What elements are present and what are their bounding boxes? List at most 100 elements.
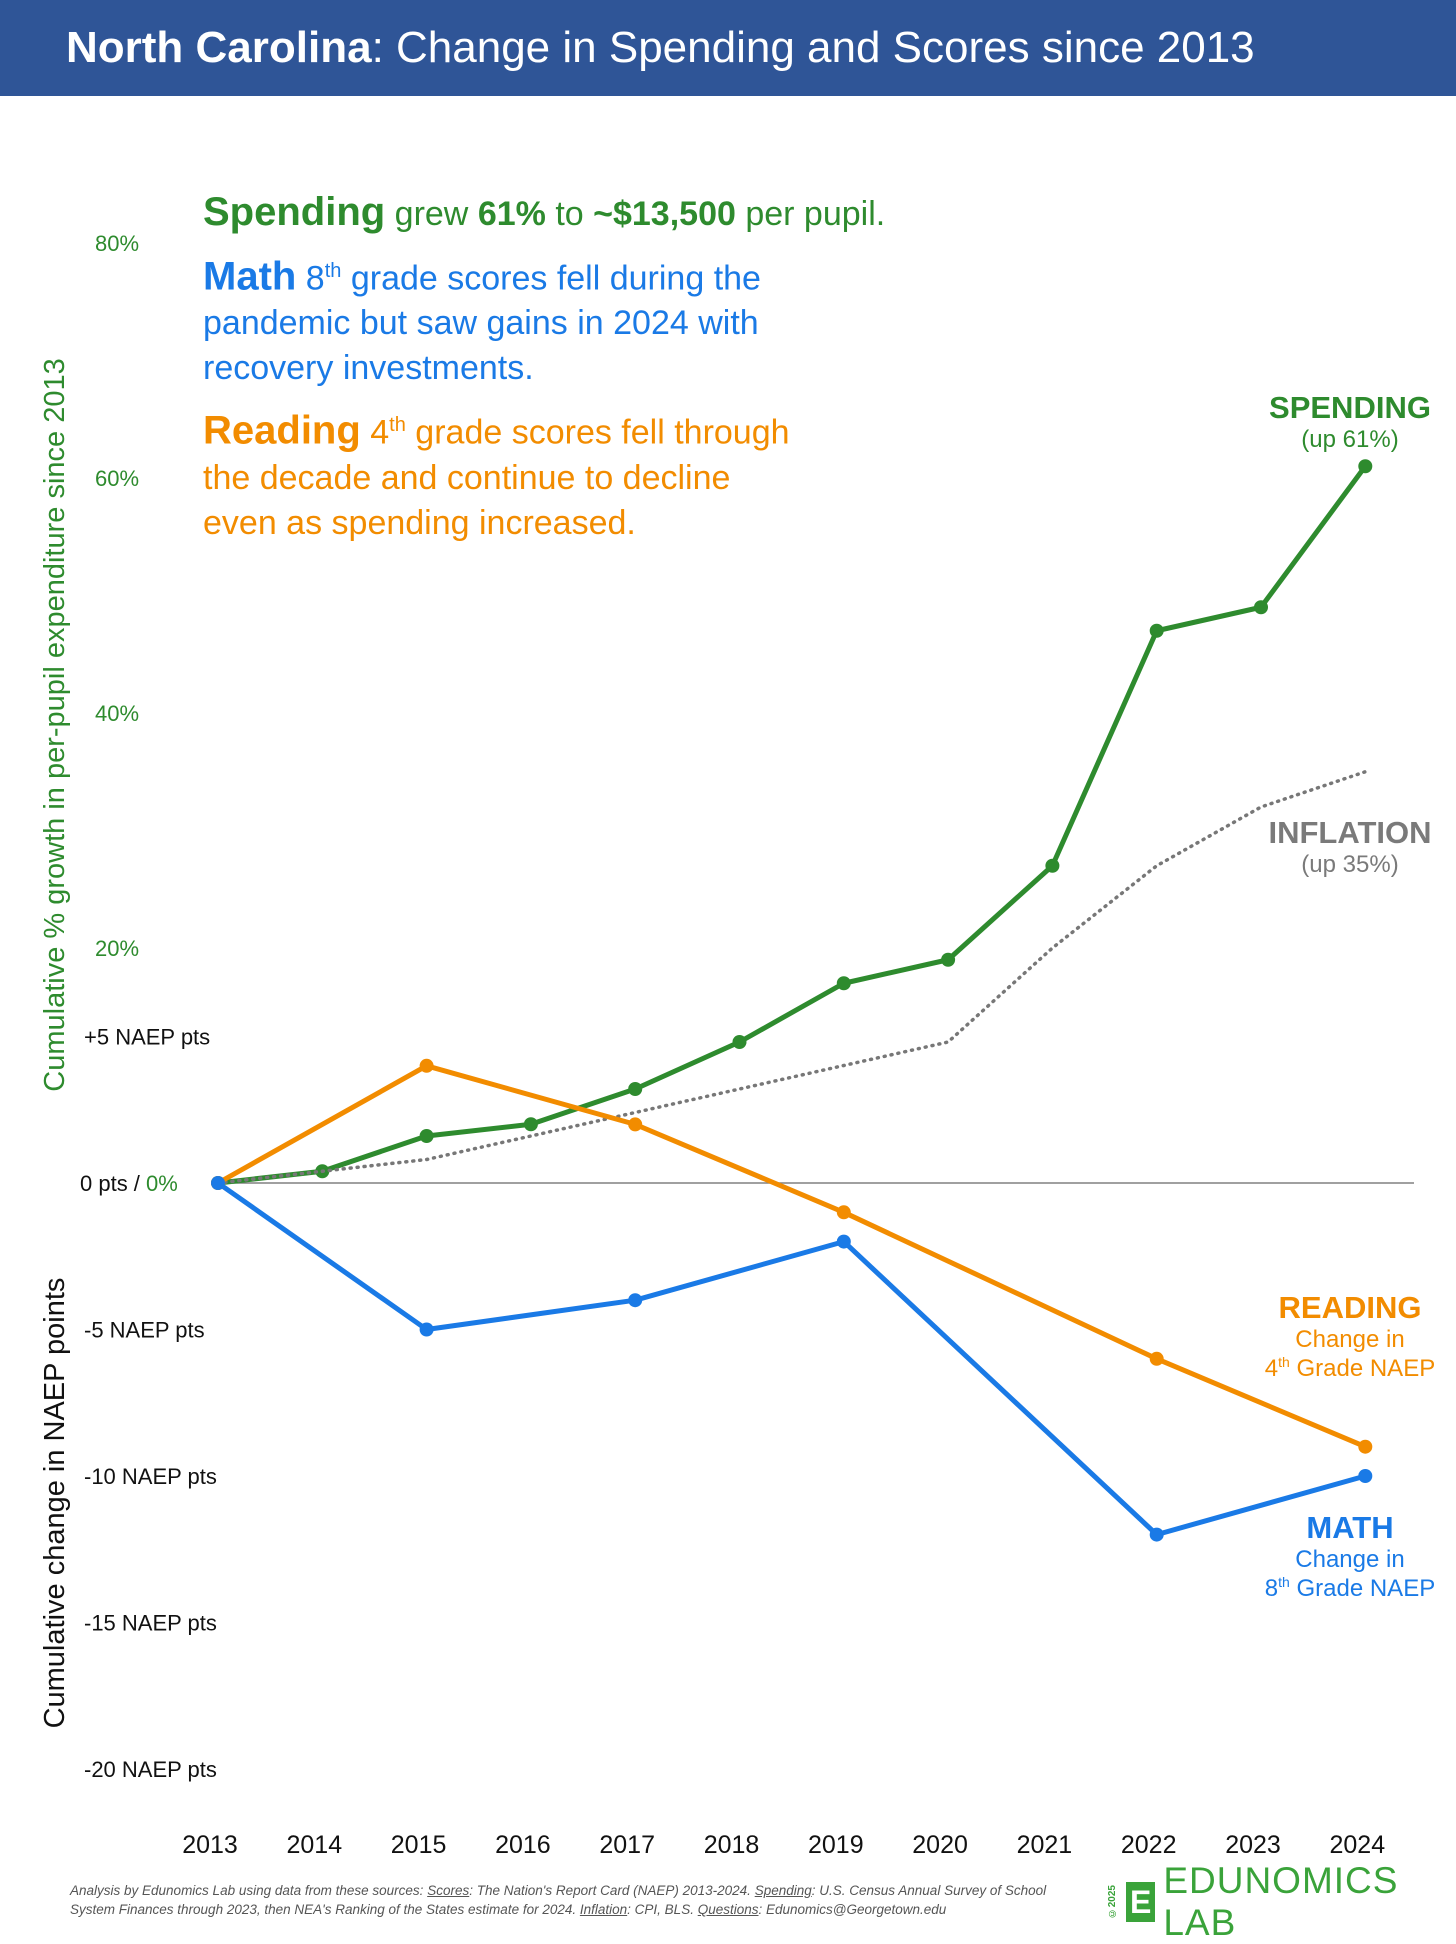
summary-math-grade: 8 (305, 259, 325, 298)
math-series-line (215, 1180, 1368, 1538)
summary-spending: Spending grew 61% to ~$13,500 per pupil. (203, 190, 885, 237)
summary-spending-mid: to (545, 195, 594, 233)
inflation-end-label: INFLATION (up 35%) (1250, 815, 1450, 879)
chart: 20%40%60%80%+5 NAEP pts-5 NAEP pts-10 NA… (39, 231, 1414, 1859)
summary-math: Math 8th grade scores fell during the pa… (203, 249, 885, 391)
x-tick-label: 2019 (808, 1831, 864, 1859)
x-tick-label: 2021 (1017, 1831, 1073, 1859)
spending-point (1254, 600, 1268, 615)
reading-end-line2-text: Grade NAEP (1289, 1355, 1436, 1382)
footer-inflation: : CPI, BLS. (627, 1902, 698, 1917)
x-tick-label: 2015 (391, 1831, 447, 1859)
math-point (419, 1322, 434, 1337)
x-tick-label: 2014 (286, 1831, 342, 1859)
summary-reading-text3: even as spending increased. (203, 503, 636, 542)
x-tick-label: 2020 (912, 1831, 968, 1859)
pct-tick-label: 40% (95, 701, 139, 726)
summary-reading: Reading 4th grade scores fell through th… (203, 403, 885, 545)
x-tick-label: 2017 (599, 1831, 655, 1859)
summary-spending-pre: grew (385, 195, 478, 233)
math-point (836, 1234, 851, 1249)
edunomics-brand: ©2025 E EDUNOMICS LAB (1107, 1860, 1456, 1943)
summary-spending-amount: ~$13,500 (593, 195, 736, 233)
reading-end-sup: th (1278, 1354, 1290, 1370)
summary-spending-post: per pupil. (735, 195, 886, 233)
brand-name: EDUNOMICS LAB (1163, 1860, 1399, 1943)
summary-spending-label: Spending (203, 190, 386, 234)
footer-spending-label: Spending (754, 1883, 812, 1898)
naep-tick-label: -15 NAEP pts (84, 1611, 217, 1636)
summary-spending-pct: 61% (477, 195, 546, 233)
naep-tick-label: -20 NAEP pts (84, 1757, 217, 1782)
summary-reading-grade: 4 (370, 413, 390, 452)
spending-point (628, 1082, 643, 1096)
math-end-label: MATH Change in 8th Grade NAEP (1250, 1510, 1450, 1603)
zero-tick-pct: 0% (146, 1171, 178, 1196)
summary-reading-text2: the decade and continue to decline (203, 458, 731, 497)
reading-point (628, 1117, 643, 1132)
summary-math-text1: grade scores fell during the (341, 259, 761, 298)
summary-math-label: Math (203, 254, 297, 299)
reading-point (836, 1205, 851, 1220)
x-tick-label: 2018 (704, 1831, 760, 1859)
naep-tick-label: -10 NAEP pts (84, 1464, 217, 1489)
math-point (1149, 1527, 1164, 1542)
summary-math-sup: th (324, 260, 342, 282)
footer-inflation-label: Inflation (579, 1902, 628, 1917)
math-end-grade: 8 (1264, 1575, 1279, 1602)
reading-point (1358, 1439, 1373, 1454)
math-end-title: MATH (1306, 1510, 1394, 1545)
footer-source-note: Analysis by Edunomics Lab using data fro… (70, 1881, 1080, 1919)
naep-tick-label: -5 NAEP pts (84, 1318, 205, 1343)
spending-point (1358, 459, 1373, 474)
y-axis-title-pct: Cumulative % growth in per-pupil expendi… (39, 358, 71, 1091)
header-banner: North Carolina: Change in Spending and S… (0, 0, 1456, 96)
pct-tick-label: 80% (95, 231, 139, 256)
x-tick-label: 2016 (495, 1831, 551, 1859)
summary-reading-text1: grade scores fell through (405, 413, 790, 452)
footer-questions-label: Questions (697, 1902, 759, 1917)
footer-scores-label: Scores (427, 1883, 470, 1898)
math-end-line1: Change in (1295, 1546, 1405, 1573)
x-tick-label: 2024 (1329, 1831, 1385, 1859)
summary-math-text3: recovery investments. (203, 349, 534, 388)
naep-tick-label: +5 NAEP pts (84, 1025, 210, 1050)
math-end-line2: 8th Grade NAEP (1250, 1574, 1450, 1603)
spending-end-sub: (up 61%) (1301, 426, 1399, 453)
spending-point (732, 1035, 747, 1049)
summary: Spending grew 61% to ~$13,500 per pupil.… (203, 190, 885, 558)
spending-point (523, 1117, 538, 1132)
reading-end-grade: 4 (1264, 1355, 1279, 1382)
math-end-sup: th (1278, 1574, 1290, 1590)
footer-p1: Analysis by Edunomics Lab using data fro… (70, 1883, 428, 1898)
inflation-end-sub: (up 35%) (1301, 851, 1399, 878)
math-point (211, 1176, 225, 1190)
footer-questions: : Edunomics@Georgetown.edu (758, 1902, 947, 1917)
footer-scores: : The Nation's Report Card (NAEP) 2013-2… (469, 1883, 755, 1898)
math-point (1358, 1469, 1373, 1483)
zero-tick-pts: 0 pts / (80, 1171, 146, 1196)
zero-tick-label: 0 pts / 0% (80, 1171, 178, 1196)
y-axis-title-naep: Cumulative change in NAEP points (39, 1278, 71, 1729)
footer-spending: : U.S. Census Annual Survey of School Sy… (70, 1883, 1047, 1917)
brand-year: ©2025 (1107, 1885, 1118, 1919)
summary-reading-label: Reading (203, 408, 361, 453)
edunomics-logo-icon: E (1126, 1882, 1156, 1922)
spending-point (1149, 623, 1164, 638)
summary-reading-sup: th (389, 414, 406, 437)
inflation-end-title: INFLATION (1268, 815, 1432, 850)
spending-end-title: SPENDING (1269, 390, 1431, 425)
pct-tick-label: 20% (95, 936, 139, 961)
spending-point (941, 952, 956, 967)
reading-series-line (215, 1063, 1368, 1450)
reading-point (419, 1058, 434, 1073)
x-tick-label: 2023 (1225, 1831, 1281, 1859)
spending-series-line (215, 463, 1368, 1186)
reading-end-line2: 4th Grade NAEP (1250, 1354, 1450, 1383)
inflation-series-line (216, 770, 1368, 1185)
x-tick-label: 2013 (182, 1831, 238, 1859)
x-tick-label: 2022 (1121, 1831, 1177, 1859)
header-state: North Carolina (66, 23, 372, 72)
math-end-line2-text: Grade NAEP (1289, 1575, 1436, 1602)
reading-end-title: READING (1278, 1290, 1422, 1325)
